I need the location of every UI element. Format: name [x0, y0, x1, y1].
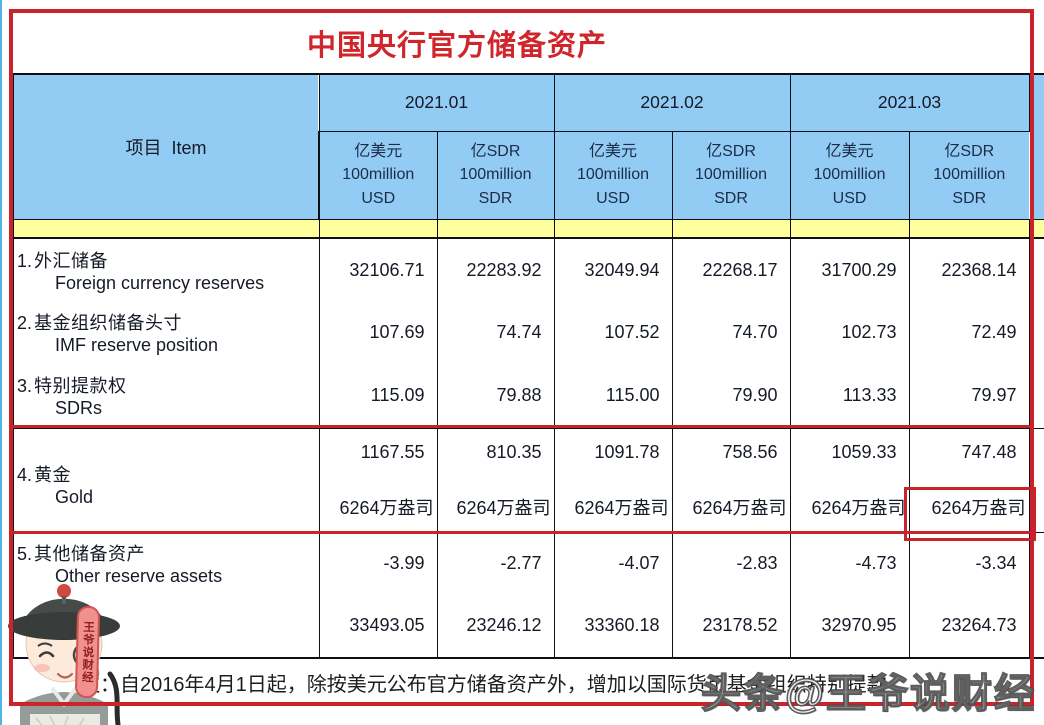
- row-label: 1. 外汇储备 Foreign currency reserves: [12, 238, 320, 301]
- month-header-2021-03: 2021.03: [790, 73, 1030, 132]
- row-label-cn: 特别提款权: [34, 376, 127, 397]
- page-title: 中国央行官方储备资产: [306, 30, 607, 62]
- row-number: 2.: [17, 313, 33, 333]
- gold-value-cell: 1059.33 6264万盎司: [790, 428, 910, 533]
- value-cell: 102.73: [790, 301, 910, 364]
- table-row-imf-position: 2. 基金组织储备头寸 IMF reserve position 107.69 7…: [12, 301, 1044, 364]
- value-cell: 107.52: [554, 301, 673, 364]
- unit-usd-header: 亿美元 100million USD: [554, 131, 673, 220]
- value-cell: 72.49: [909, 301, 1030, 364]
- mascot-blush: [34, 664, 50, 672]
- gold-value-cell: 810.35 6264万盎司: [437, 428, 555, 533]
- table-row-foreign-currency: 1. 外汇储备 Foreign currency reserves 32106.7…: [12, 238, 1044, 301]
- value-cell: 107.69: [319, 301, 438, 364]
- value-cell: 22268.17: [672, 238, 791, 301]
- gold-value-cell: 1091.78 6264万盎司: [554, 428, 673, 533]
- value-cell: -3.99: [319, 532, 438, 594]
- value-cell: -4.73: [790, 532, 910, 594]
- row-label-en: Other reserve assets: [55, 565, 223, 586]
- row-number: 5.: [17, 543, 33, 564]
- unit-header-row: 亿美元 100million USD 亿SDR 100million SDR 亿…: [13, 131, 1044, 220]
- mascot-skirt-pattern: [35, 715, 85, 725]
- value-cell: 115.00: [554, 364, 673, 429]
- value-cell: -3.34: [909, 532, 1030, 594]
- row-label-en: Foreign currency reserves: [55, 272, 265, 293]
- value-cell: -4.07: [554, 532, 673, 594]
- gold-ounces: 6264万盎司: [574, 498, 669, 518]
- mascot-hat-knob: [57, 584, 71, 598]
- value-cell: 79.97: [909, 364, 1030, 429]
- value-cell: 74.74: [437, 301, 555, 364]
- mascot-smile: [56, 672, 74, 679]
- value-cell: 113.33: [790, 364, 910, 429]
- row-label: 5. 其他储备资产 Other reserve assets: [12, 532, 320, 594]
- month-header-2021-01: 2021.01: [319, 73, 555, 132]
- unit-sdr-header: 亿SDR 100million SDR: [672, 131, 791, 220]
- footnote-text: 注：自2016年4月1日起，除按美元公布官方储备资产外，增加以国际货币基金组织特…: [80, 674, 887, 696]
- table-row-total: 总计 Total 33493.05 23246.12 33360.18 2317…: [12, 594, 1044, 659]
- brand-seal: 王爷说财经: [74, 605, 101, 699]
- row-label-cn: 外汇储备: [34, 250, 108, 271]
- yellow-stripe-row: [12, 219, 1044, 239]
- gold-value-cell: 747.48 6264万盎司: [909, 428, 1030, 533]
- value-cell: 79.88: [437, 364, 555, 429]
- value-cell: -2.83: [672, 532, 791, 594]
- gold-ounces: 6264万盎司: [811, 498, 906, 518]
- value-cell: 31700.29: [790, 238, 910, 301]
- mascot-wink-eye: [38, 651, 55, 658]
- gold-ounces: 6264万盎司: [456, 498, 551, 518]
- row-label-cn: 黄金: [34, 464, 71, 485]
- reserves-table: 项目 Item 2021.01 2021.02 2021.03 亿美元 100m…: [12, 73, 1044, 659]
- value-cell: 33493.05: [319, 594, 438, 659]
- row-label: 2. 基金组织储备头寸 IMF reserve position: [12, 301, 320, 364]
- value-cell: 79.90: [672, 364, 791, 429]
- row-number: 4.: [17, 464, 33, 485]
- mascot-braid: [107, 671, 121, 725]
- unit-usd-header: 亿美元 100million USD: [790, 131, 910, 220]
- row-number: 1.: [17, 250, 33, 271]
- mascot-hat-stem: [62, 596, 66, 604]
- value-cell: 23178.52: [672, 594, 791, 659]
- value-cell: 23264.73: [909, 594, 1030, 659]
- row-label-cn: 基金组织储备头寸: [34, 313, 182, 333]
- value-cell: 32970.95: [790, 594, 910, 659]
- gold-ounces: 6264万盎司: [339, 498, 434, 518]
- table-row-gold: 4. 黄金 Gold 1167.55 6264万盎司 810.35 6264万盎司 1…: [12, 428, 1044, 533]
- value-cell: 33360.18: [554, 594, 673, 659]
- row-label: 3. 特别提款权 SDRs: [12, 364, 320, 429]
- month-header-row: 项目 Item 2021.01 2021.02 2021.03: [12, 73, 1044, 220]
- row-label: 4. 黄金 Gold: [12, 428, 320, 533]
- gold-ounces: 6264万盎司: [692, 498, 787, 518]
- value-cell: 115.09: [319, 364, 438, 429]
- row-label-en: SDRs: [55, 398, 103, 419]
- table-row-other-assets: 5. 其他储备资产 Other reserve assets -3.99 -2.7…: [12, 532, 1044, 594]
- clipped-column-header: [1029, 73, 1044, 220]
- unit-sdr-header: 亿SDR 100million SDR: [909, 131, 1030, 220]
- value-cell: -2.77: [437, 532, 555, 594]
- gold-value-cell: 1167.55 6264万盎司: [319, 428, 438, 533]
- unit-usd-header: 亿美元 100million USD: [318, 131, 438, 220]
- row-label-en: Gold: [55, 486, 94, 507]
- unit-sdr-header: 亿SDR 100million SDR: [437, 131, 555, 220]
- value-cell: 22368.14: [909, 238, 1030, 301]
- value-cell: 32106.71: [319, 238, 438, 301]
- row-label-en: IMF reserve position: [55, 335, 219, 355]
- mascot-hat-brim: [8, 612, 120, 640]
- value-cell: 74.70: [672, 301, 791, 364]
- row-number: 3.: [17, 376, 33, 397]
- item-header-cell: 项目 Item: [12, 73, 320, 220]
- mascot-skirt: [30, 714, 100, 725]
- value-cell: 22283.92: [437, 238, 555, 301]
- gold-value-cell: 758.56 6264万盎司: [672, 428, 791, 533]
- value-cell: 32049.94: [554, 238, 673, 301]
- month-header-2021-02: 2021.02: [554, 73, 791, 132]
- table-row-sdrs: 3. 特别提款权 SDRs 115.09 79.88 115.00 79.90 1…: [12, 364, 1044, 429]
- row-label-cn: 其他储备资产: [34, 543, 145, 564]
- watermark-text: 头条@王爷说财经: [700, 671, 1036, 717]
- mascot-brow: [37, 642, 53, 647]
- value-cell: 23246.12: [437, 594, 555, 659]
- left-edge-line: [0, 0, 2, 725]
- gold-ounces: 6264万盎司: [931, 498, 1026, 518]
